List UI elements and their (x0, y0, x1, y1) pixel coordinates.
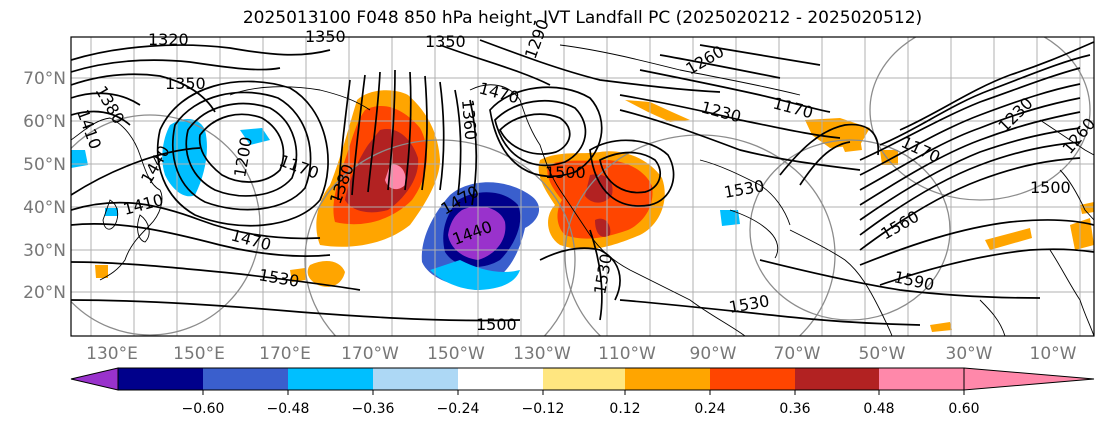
height-contours (71, 39, 1094, 326)
contour-label: 1500 (476, 315, 517, 334)
lat-label-50n: 50°N (23, 155, 66, 175)
colorbar-tick-label: −0.48 (267, 401, 310, 417)
colorbar-tick-label: 0.60 (948, 401, 979, 417)
colorbar-segment (373, 368, 458, 390)
colorbar-tick-label: 0.24 (694, 401, 725, 417)
lat-label-40n: 40°N (23, 198, 66, 218)
colorbar-tick-label: −0.24 (437, 401, 480, 417)
contour-label: 1500 (1030, 178, 1071, 197)
colorbar-segment (118, 368, 203, 390)
coastlines (71, 44, 1094, 336)
lat-label-20n: 20°N (23, 283, 66, 303)
latitude-labels: 70°N 60°N 50°N 40°N 30°N 20°N (23, 69, 66, 303)
colorbar-segment (625, 368, 710, 390)
lon-label: 30°W (946, 344, 993, 364)
map-title: 2025013100 F048 850 hPa height, IVT Land… (242, 8, 923, 28)
colorbar-tick-label: −0.12 (522, 401, 565, 417)
colorbar-segment (710, 368, 795, 390)
lon-label: 110°W (598, 344, 656, 364)
contour-label: 1320 (148, 30, 189, 49)
lon-label: 150°E (173, 344, 225, 364)
lon-label: 90°W (690, 344, 737, 364)
colorbar-ticks (202, 390, 965, 395)
colorbar-tick-label: −0.36 (352, 401, 395, 417)
lon-label: 170°E (259, 344, 311, 364)
colorbar: −0.60 −0.48 −0.36 −0.24 −0.12 0.12 0.24 … (70, 367, 1095, 417)
contour-label: 1350 (425, 32, 466, 51)
colorbar-extend-high (963, 367, 1095, 391)
colorbar-tick-label: 0.48 (863, 401, 894, 417)
colorbar-segment (203, 368, 288, 390)
lon-label: 70°W (774, 344, 821, 364)
lon-label: 10°W (1030, 344, 1077, 364)
longitude-labels: 130°E 150°E 170°E 170°W 150°W 130°W 110°… (86, 344, 1077, 364)
colorbar-tick-label: −0.60 (182, 401, 225, 417)
lat-label-70n: 70°N (23, 69, 66, 89)
lon-label: 130°W (513, 344, 571, 364)
colorbar-outline (117, 367, 965, 391)
colorbar-segment (458, 368, 543, 390)
map-content (71, 37, 1094, 336)
map-border (70, 36, 1095, 337)
colorbar-tick-label: 0.12 (609, 401, 640, 417)
colorbar-segment (795, 368, 879, 390)
lat-label-60n: 60°N (23, 112, 66, 132)
lon-label: 50°W (859, 344, 906, 364)
lon-label: 150°W (427, 344, 485, 364)
lat-label-30n: 30°N (23, 241, 66, 261)
contour-label: 1360 (458, 99, 480, 141)
lon-label: 130°E (86, 344, 138, 364)
colorbar-extend-low (70, 367, 119, 391)
colorbar-tick-label: 0.36 (779, 401, 810, 417)
colorbar-segment (543, 368, 625, 390)
contour-label: 1500 (545, 163, 586, 182)
contour-label: 1350 (305, 27, 346, 46)
lon-label: 170°W (341, 344, 399, 364)
contour-label: 1350 (165, 74, 206, 93)
gridlines (71, 37, 1094, 336)
colorbar-segment (288, 368, 373, 390)
colorbar-segment (879, 368, 964, 390)
